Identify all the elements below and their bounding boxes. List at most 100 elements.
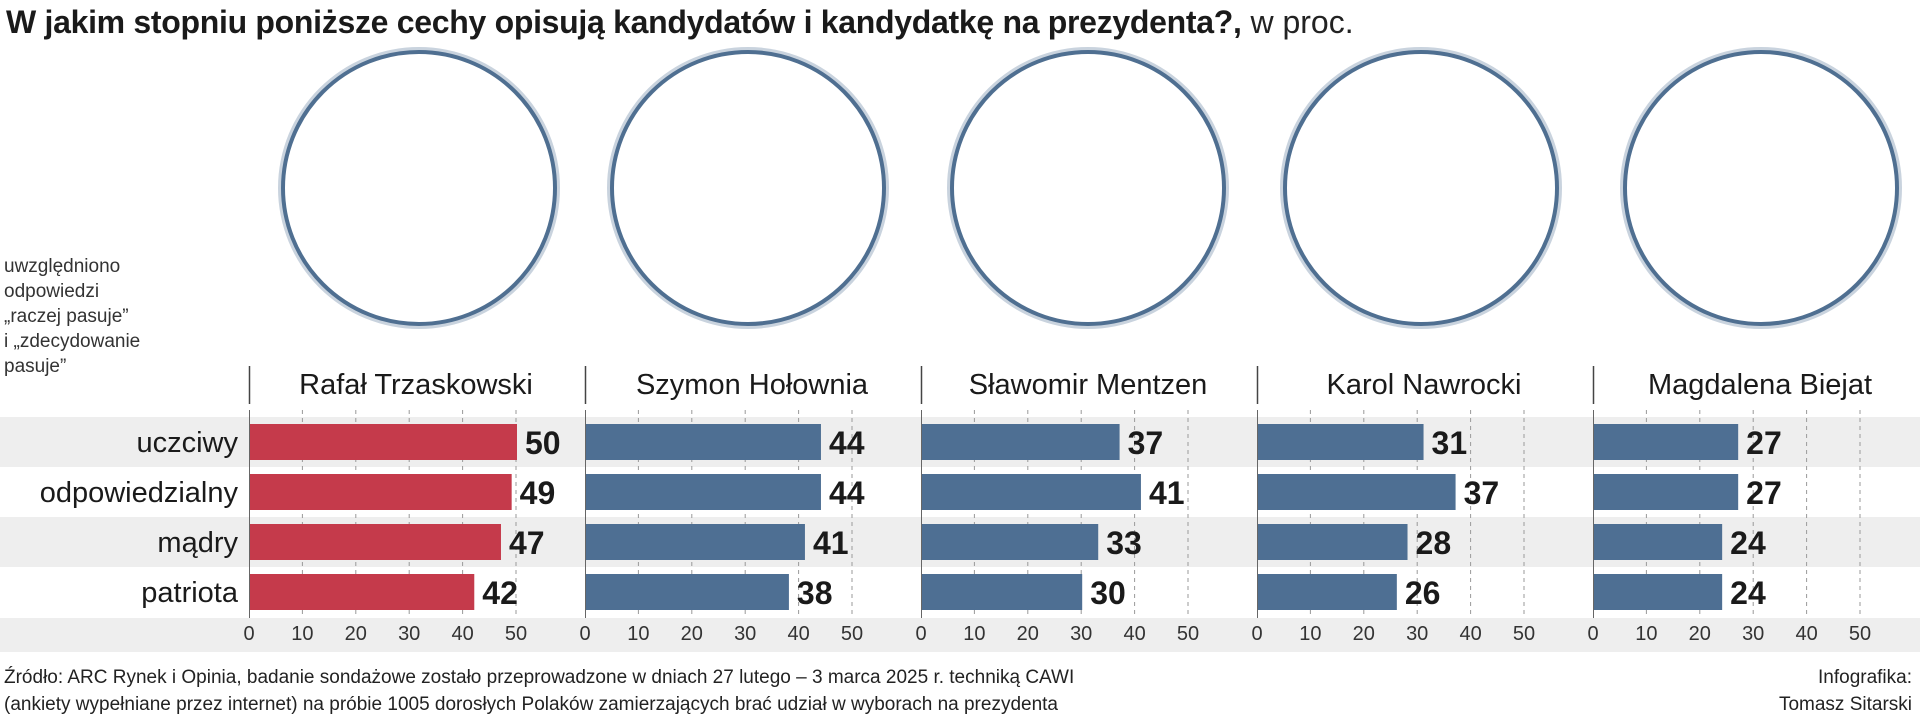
- bar: [1594, 474, 1739, 510]
- tick-label: 10: [1299, 623, 1321, 645]
- chart-title: W jakim stopniu poniższe cechy opisują k…: [6, 2, 1354, 42]
- bar: [250, 574, 475, 610]
- category-label: uczciwy: [136, 427, 238, 459]
- tick-label: 50: [1513, 623, 1535, 645]
- bar: [1258, 474, 1456, 510]
- candidate-name: Sławomir Mentzen: [969, 369, 1208, 401]
- method-note-line: „raczej pasuje”: [4, 306, 129, 327]
- candidate-name: Szymon Hołownia: [636, 369, 869, 401]
- bar: [250, 474, 512, 510]
- portrait-mentzen: [950, 50, 1226, 326]
- bar: [586, 474, 821, 510]
- data-label: 44: [829, 475, 865, 511]
- tick-label: 0: [1251, 623, 1262, 645]
- bar: [922, 574, 1083, 610]
- candidate-name: Magdalena Biejat: [1648, 369, 1872, 401]
- tick-label: 50: [841, 623, 863, 645]
- tick-label: 50: [1177, 623, 1199, 645]
- tick-label: 50: [505, 623, 527, 645]
- title-main: W jakim stopniu poniższe cechy opisują k…: [6, 4, 1242, 40]
- axis-band: [0, 618, 1920, 652]
- tick-label: 40: [1123, 623, 1145, 645]
- data-label: 24: [1730, 575, 1766, 611]
- bar: [250, 424, 517, 460]
- tick-label: 20: [345, 623, 367, 645]
- tick-label: 10: [291, 623, 313, 645]
- data-label: 38: [797, 575, 833, 611]
- tick-label: 10: [627, 623, 649, 645]
- bar: [250, 524, 501, 560]
- data-label: 44: [829, 425, 865, 461]
- method-note-line: pasuje”: [4, 356, 67, 377]
- source-note: Źródło: ARC Rynek i Opinia, badanie sond…: [4, 664, 1074, 718]
- tick-label: 0: [243, 623, 254, 645]
- tick-label: 20: [681, 623, 703, 645]
- data-label: 27: [1746, 425, 1782, 461]
- tick-label: 0: [1587, 623, 1598, 645]
- bar: [1258, 424, 1424, 460]
- tick-label: 50: [1849, 623, 1871, 645]
- data-label: 28: [1416, 525, 1452, 561]
- bar: [922, 424, 1120, 460]
- tick-label: 30: [1406, 623, 1428, 645]
- candidate-name: Rafał Trzaskowski: [299, 369, 533, 401]
- category-label: patriota: [141, 577, 239, 609]
- bar: [922, 524, 1099, 560]
- bar: [586, 524, 805, 560]
- source-line: Źródło: ARC Rynek i Opinia, badanie sond…: [4, 667, 1075, 688]
- data-label: 37: [1464, 475, 1500, 511]
- source-line: (ankiety wypełniane przez internet) na p…: [4, 694, 1058, 715]
- tick-label: 10: [1635, 623, 1657, 645]
- tick-label: 10: [963, 623, 985, 645]
- data-label: 33: [1106, 525, 1142, 561]
- method-note-line: i „zdecydowanie: [4, 331, 141, 352]
- credit-line: Tomasz Sitarski: [1778, 694, 1912, 715]
- data-label: 50: [525, 425, 561, 461]
- portrait-biejat: [1623, 50, 1899, 326]
- tick-label: 40: [451, 623, 473, 645]
- tick-label: 0: [915, 623, 926, 645]
- data-label: 31: [1432, 425, 1468, 461]
- tick-label: 20: [1017, 623, 1039, 645]
- data-label: 41: [813, 525, 849, 561]
- data-label: 27: [1746, 475, 1782, 511]
- tick-label: 20: [1689, 623, 1711, 645]
- tick-label: 30: [1070, 623, 1092, 645]
- data-label: 30: [1090, 575, 1126, 611]
- method-note-line: odpowiedzi: [4, 281, 100, 302]
- title-unit: w proc.: [1241, 4, 1354, 40]
- bar: [1258, 524, 1408, 560]
- bar: [586, 424, 821, 460]
- data-label: 26: [1405, 575, 1441, 611]
- tick-label: 40: [1459, 623, 1481, 645]
- tick-label: 0: [579, 623, 590, 645]
- data-label: 42: [482, 575, 518, 611]
- category-label: mądry: [157, 527, 238, 559]
- portrait-holownia: [610, 50, 886, 326]
- tick-label: 30: [734, 623, 756, 645]
- data-label: 24: [1730, 525, 1766, 561]
- data-label: 49: [520, 475, 556, 511]
- method-note-line: uwzględniono: [4, 256, 121, 277]
- data-label: 41: [1149, 475, 1185, 511]
- candidate-name: Karol Nawrocki: [1327, 369, 1522, 401]
- bar: [1594, 524, 1723, 560]
- category-label: odpowiedzialny: [40, 477, 239, 509]
- bar: [1594, 574, 1723, 610]
- bar: [1258, 574, 1397, 610]
- method-note: uwzględniono odpowiedzi „raczej pasuje” …: [4, 254, 184, 379]
- credit-line: Infografika:: [1818, 667, 1912, 688]
- tick-label: 40: [787, 623, 809, 645]
- data-label: 47: [509, 525, 545, 561]
- bar: [1594, 424, 1739, 460]
- tick-label: 40: [1795, 623, 1817, 645]
- tick-label: 20: [1353, 623, 1375, 645]
- portrait-trzaskowski: [281, 50, 557, 326]
- bar: [922, 474, 1141, 510]
- tick-label: 30: [1742, 623, 1764, 645]
- data-label: 37: [1128, 425, 1164, 461]
- portrait-nawrocki: [1283, 50, 1559, 326]
- bar: [586, 574, 789, 610]
- tick-label: 30: [398, 623, 420, 645]
